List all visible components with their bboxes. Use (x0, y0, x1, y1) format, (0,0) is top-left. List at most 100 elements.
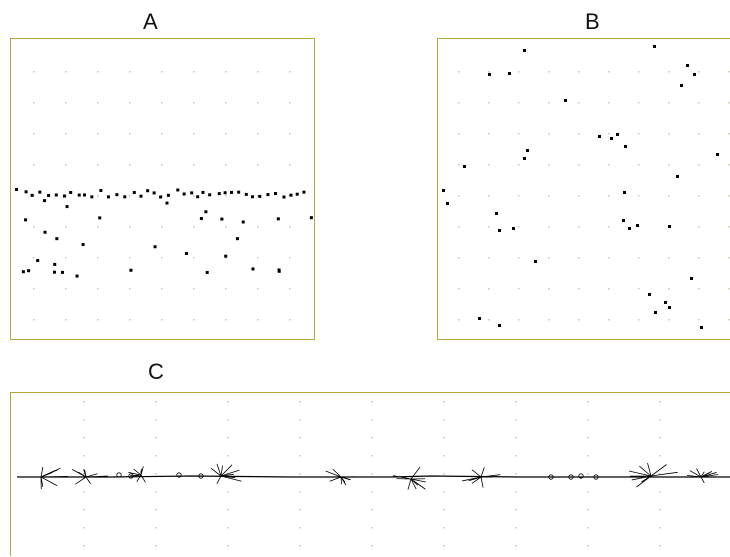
particle-dot (185, 252, 188, 255)
particle-dot (446, 202, 449, 205)
particle-dot (512, 227, 515, 230)
particle-dot (206, 271, 209, 274)
grid-dot (225, 133, 227, 135)
grid-dot (289, 226, 291, 228)
trace-line (17, 476, 730, 477)
grid-dot (698, 288, 700, 290)
grid-dot (193, 226, 195, 228)
grid-dot (728, 195, 730, 197)
grid-dot (161, 102, 163, 104)
grid-dot (227, 437, 229, 439)
grid-dot (548, 319, 550, 321)
grid-dot (129, 319, 131, 321)
grid-dot (488, 226, 490, 228)
grid-dot (515, 419, 517, 421)
grid-dot (515, 401, 517, 403)
grid-dot (257, 102, 259, 104)
grid-dot (515, 545, 517, 547)
grid-dot (443, 437, 445, 439)
grid-dot (608, 195, 610, 197)
particle-dot (190, 191, 193, 194)
grid-dot (65, 102, 67, 104)
grid-dot (638, 195, 640, 197)
particle-dot (676, 175, 679, 178)
grid-dot (299, 437, 301, 439)
grid-dot (548, 133, 550, 135)
grid-dot (299, 527, 301, 529)
grid-dot (97, 133, 99, 135)
grid-dot (161, 133, 163, 135)
grid-dot (65, 133, 67, 135)
grid-dot (193, 319, 195, 321)
grid-dot (227, 491, 229, 493)
particle-dot (53, 263, 56, 266)
panel-a-label: A (143, 10, 158, 34)
grid-dot (548, 226, 550, 228)
grid-dot (578, 133, 580, 135)
grid-dot (638, 319, 640, 321)
grid-dot (587, 437, 589, 439)
grid-dot (371, 509, 373, 511)
grid-dot (257, 257, 259, 259)
grid-dot (587, 419, 589, 421)
grid-dot (83, 419, 85, 421)
grid-dot (458, 102, 460, 104)
burst-cluster (41, 467, 68, 489)
particle-dot (495, 212, 498, 215)
grid-dot (129, 102, 131, 104)
grid-dot (443, 509, 445, 511)
grid-dot (698, 164, 700, 166)
particle-dot (204, 210, 207, 213)
particle-dot (654, 311, 657, 314)
grid-dot (129, 71, 131, 73)
grid-dot (458, 71, 460, 73)
particle-dot (69, 191, 72, 194)
grid-dot (129, 195, 131, 197)
grid-dot (257, 319, 259, 321)
particle-dot (690, 277, 693, 280)
particle-dot (526, 149, 529, 152)
grid-dot (578, 226, 580, 228)
grid-dot (161, 71, 163, 73)
particle-dot (224, 255, 227, 258)
grid-dot (728, 226, 730, 228)
grid-dot (659, 545, 661, 547)
grid-dot (161, 164, 163, 166)
grid-dot (668, 195, 670, 197)
grid-dot (668, 133, 670, 135)
grid-dot (698, 226, 700, 228)
grid-dot (668, 288, 670, 290)
grid-dot (518, 257, 520, 259)
particle-dot (686, 64, 689, 67)
grid-dot (97, 226, 99, 228)
grid-dot (227, 455, 229, 457)
grid-dot (515, 473, 517, 475)
grid-dot (371, 455, 373, 457)
grid-dot (638, 133, 640, 135)
grid-dot (299, 419, 301, 421)
grid-dot (488, 164, 490, 166)
particle-dot (624, 145, 627, 148)
particle-dot (693, 73, 696, 76)
particle-dot (208, 193, 211, 196)
grid-dot (518, 195, 520, 197)
grid-dot (668, 164, 670, 166)
particle-dot (564, 99, 567, 102)
grid-dot (371, 401, 373, 403)
grid-dot (83, 527, 85, 529)
particle-dot (107, 195, 110, 198)
grid-dot (668, 257, 670, 259)
grid-dot (371, 491, 373, 493)
burst-cluster (687, 469, 718, 483)
grid-dot (578, 195, 580, 197)
grid-dot (728, 319, 730, 321)
particle-dot (139, 195, 142, 198)
particle-dot (25, 190, 28, 193)
particle-dot (31, 194, 34, 197)
grid-dot (608, 226, 610, 228)
panel-c-label: C (148, 360, 164, 384)
particle-dot (61, 271, 64, 274)
grid-dot (515, 527, 517, 529)
particle-dot (277, 217, 280, 220)
grid-dot (289, 288, 291, 290)
